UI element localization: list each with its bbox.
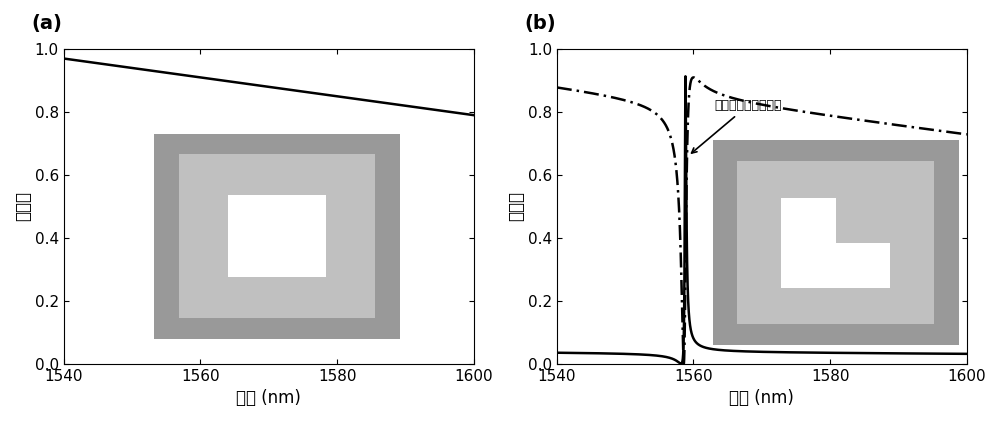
Y-axis label: 透射率: 透射率 — [14, 192, 32, 221]
X-axis label: 波长 (nm): 波长 (nm) — [236, 389, 301, 407]
Y-axis label: 透射率: 透射率 — [507, 192, 525, 221]
Text: (b): (b) — [524, 14, 556, 33]
Text: (a): (a) — [31, 14, 62, 33]
X-axis label: 波长 (nm): 波长 (nm) — [729, 389, 794, 407]
Text: 准连续体束缚态模式: 准连续体束缚态模式 — [692, 99, 781, 153]
